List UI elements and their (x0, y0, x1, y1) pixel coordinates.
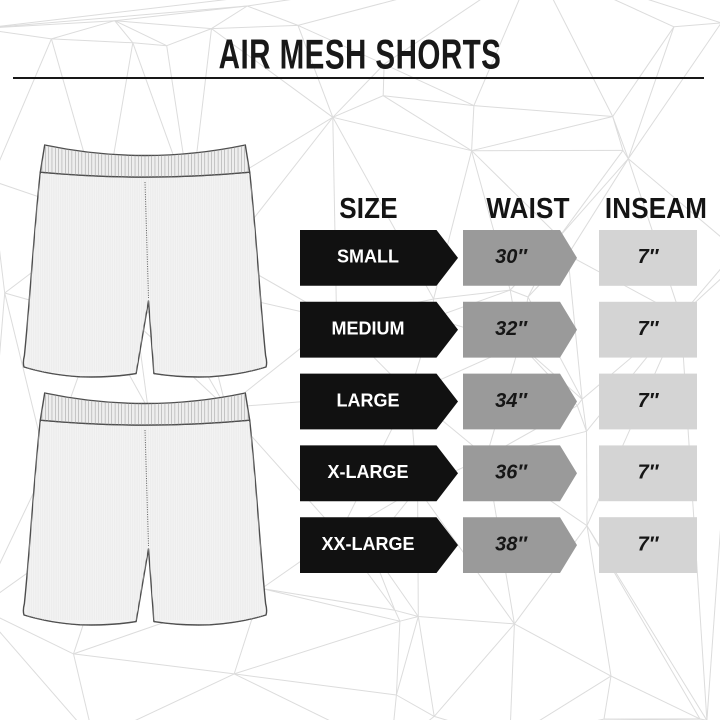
svg-text:34″: 34″ (495, 390, 528, 412)
svg-text:7″: 7″ (638, 246, 660, 268)
svg-text:36″: 36″ (495, 462, 528, 484)
svg-text:7″: 7″ (638, 318, 660, 340)
svg-text:32″: 32″ (495, 318, 528, 340)
svg-text:MEDIUM: MEDIUM (332, 318, 405, 338)
svg-text:30″: 30″ (495, 246, 528, 268)
svg-text:38″: 38″ (495, 533, 528, 555)
svg-text:7″: 7″ (638, 462, 660, 484)
svg-text:7″: 7″ (638, 533, 660, 555)
svg-text:LARGE: LARGE (337, 390, 400, 410)
svg-text:X-LARGE: X-LARGE (328, 462, 409, 482)
svg-text:7″: 7″ (638, 390, 660, 412)
svg-text:SMALL: SMALL (337, 247, 399, 267)
svg-text:XX-LARGE: XX-LARGE (321, 534, 414, 554)
